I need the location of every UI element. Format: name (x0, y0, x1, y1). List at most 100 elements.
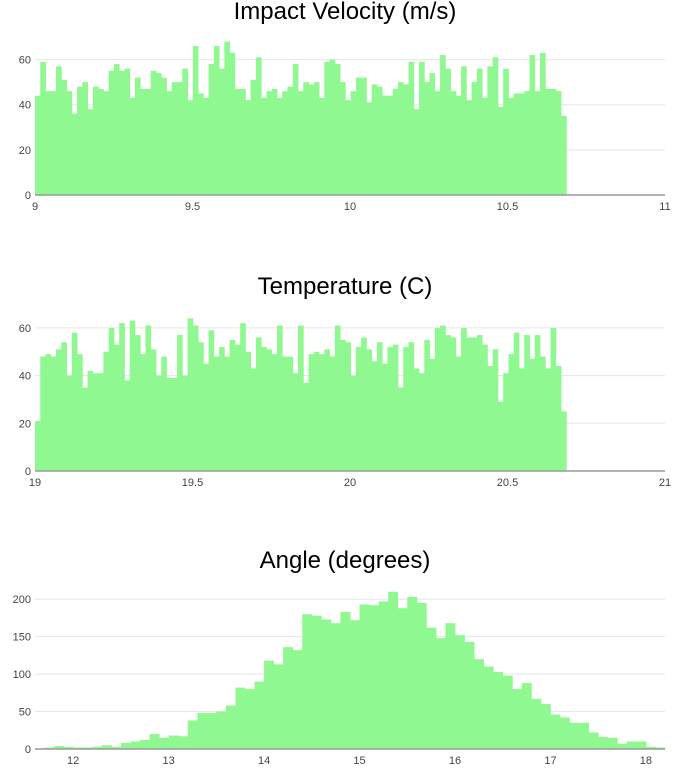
histogram-bar (161, 77, 167, 195)
panel-impact-velocity: Impact Velocity (m/s) 0 20 40 60 9 9.5 10 10.5 1… (19, 0, 671, 213)
histogram-bar (113, 64, 120, 195)
histogram-bar (82, 82, 89, 195)
histogram-bar (229, 52, 236, 195)
histogram-bar (534, 91, 541, 195)
histogram-bar (366, 349, 373, 471)
histogram-bar (40, 356, 46, 471)
histogram-bar (474, 659, 485, 749)
histogram-bar (366, 102, 373, 195)
histogram-bar (87, 370, 94, 471)
histogram-bar (513, 332, 520, 471)
histogram-bar (250, 368, 257, 471)
histogram-bar (617, 743, 628, 749)
histogram-bar (149, 734, 160, 749)
histogram-bar (397, 608, 408, 749)
histogram-bar (434, 91, 441, 195)
histogram-bar (550, 88, 557, 195)
histogram-bar (529, 55, 536, 195)
histogram-bar (273, 664, 284, 749)
histogram-bar (313, 351, 320, 471)
histogram-bar (426, 627, 437, 749)
histogram-bar (550, 327, 557, 471)
histogram-bar (524, 335, 530, 471)
histogram-bar (303, 382, 309, 471)
histogram-bar (313, 82, 320, 195)
histogram-bar (466, 100, 473, 195)
histogram-bar (108, 327, 115, 471)
histogram-bar (113, 344, 120, 471)
histogram-bar (303, 82, 309, 195)
histogram-bar (503, 373, 509, 471)
histogram-bar (178, 736, 189, 749)
histogram-bar (531, 698, 542, 749)
histogram-bar (529, 358, 536, 471)
histogram-bar (283, 647, 294, 749)
histogram-bar (361, 77, 367, 195)
y-tick-label: 100 (13, 669, 31, 681)
y-tick-label: 0 (25, 190, 31, 202)
histogram-bar (292, 64, 299, 195)
histogram-bar (54, 746, 65, 749)
histogram-bar (508, 97, 515, 195)
chart-title: Impact Velocity (m/s) (234, 0, 457, 25)
histogram-bar (240, 88, 246, 195)
x-tick-label: 11 (659, 201, 670, 213)
histogram-bar (92, 746, 103, 749)
histogram-bar (403, 84, 409, 195)
histogram-bar (345, 342, 352, 471)
histogram-bar (298, 325, 304, 471)
histogram-bar (334, 64, 341, 195)
histogram-bar (540, 52, 546, 195)
histogram-bar (192, 325, 199, 471)
histogram-bar (408, 61, 415, 196)
histogram-bar (108, 70, 115, 195)
histogram-bar (561, 116, 567, 195)
histogram-bar (292, 650, 303, 749)
histogram-bar (235, 687, 246, 749)
x-tick-label: 21 (659, 477, 671, 489)
histogram-bar (206, 713, 217, 749)
histogram-bar (82, 387, 89, 471)
histogram-bar (77, 86, 83, 195)
histogram-bar (266, 91, 273, 195)
histogram-bar (503, 68, 509, 195)
x-tick-label: 19 (29, 477, 41, 489)
histogram-bar (50, 356, 57, 471)
histogram-bar (371, 361, 378, 471)
histogram-bar (598, 737, 609, 749)
histogram-bar (408, 342, 415, 471)
histogram-bar (388, 591, 399, 749)
histogram-bar (387, 95, 394, 195)
histogram-bar (276, 97, 283, 195)
histogram-bar (63, 746, 74, 749)
histogram-bar (266, 349, 273, 471)
histogram-bar (287, 356, 294, 471)
histogram-bar (177, 335, 183, 471)
x-tick-label: 10 (344, 201, 356, 213)
histogram-bar (518, 368, 525, 471)
histogram-bar (588, 732, 599, 749)
histogram-bar (416, 602, 427, 749)
histogram-bar (92, 373, 99, 471)
histogram-bar (187, 720, 198, 749)
histogram-bar (77, 354, 83, 471)
histogram-bar (512, 689, 523, 749)
y-tick-label: 50 (19, 707, 31, 719)
histogram-bar (429, 358, 436, 471)
histogram-bar (71, 113, 78, 195)
histogram-bar (502, 675, 513, 749)
histogram-bar (40, 61, 46, 196)
histogram-bar (171, 82, 178, 195)
y-tick-label: 200 (13, 594, 31, 606)
histogram-bar (134, 335, 141, 471)
histogram-bar (45, 354, 52, 471)
histogram-bar (129, 320, 136, 471)
histogram-bar (182, 375, 188, 471)
y-tick-label: 60 (19, 323, 31, 335)
histogram-bar (219, 347, 225, 471)
histogram-bar (203, 97, 209, 195)
histogram-bar (555, 91, 562, 195)
histogram-bar (159, 737, 170, 749)
histogram-bar (550, 714, 561, 749)
histogram-bar (240, 323, 246, 471)
